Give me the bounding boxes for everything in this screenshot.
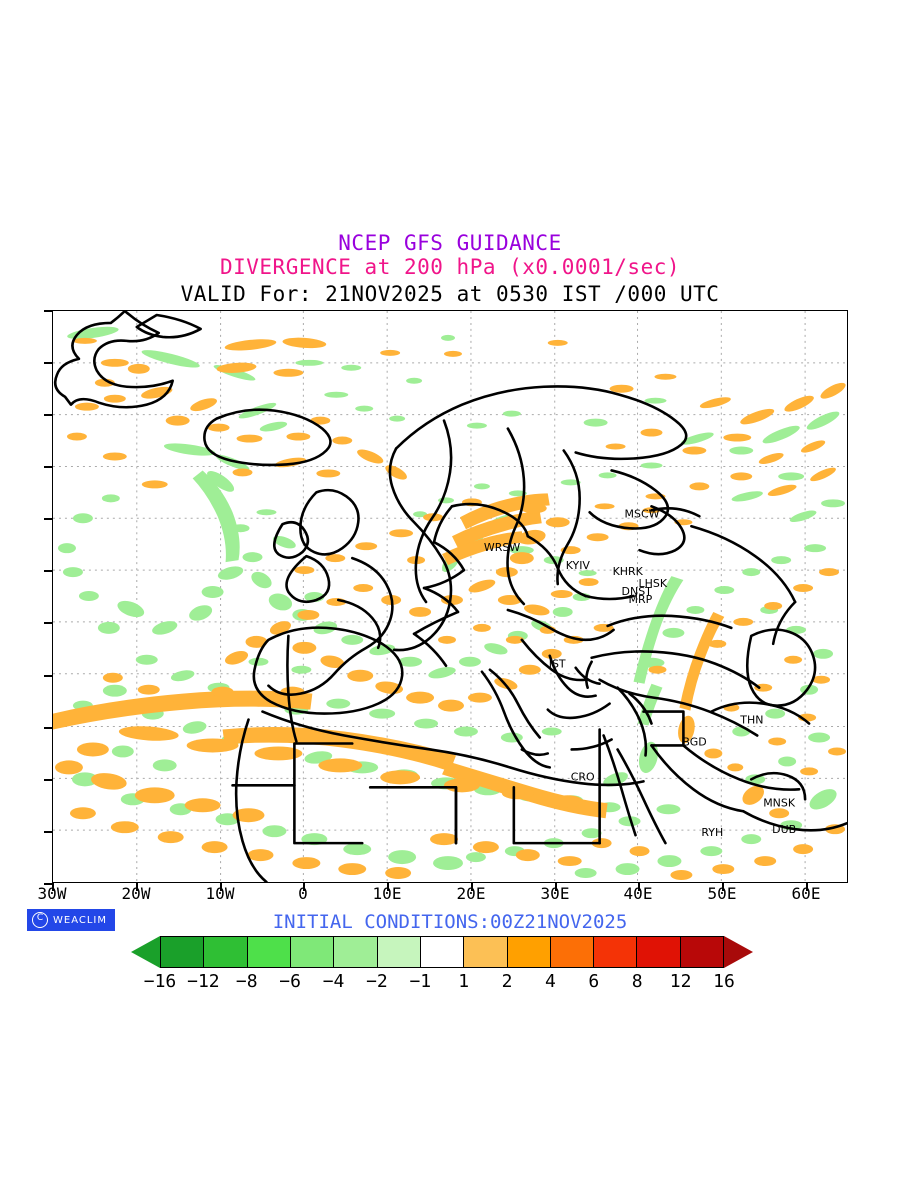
colorbar-tick-1: 1 <box>458 971 470 992</box>
initial-conditions-text: INITIAL CONDITIONS:00Z21NOV2025 <box>272 911 628 933</box>
colorbar-segment-5 <box>376 936 420 968</box>
colorbar-tick-16: 16 <box>713 971 735 992</box>
x-axis-label-10W: 10W <box>205 884 235 903</box>
x-axis-label-30W: 30W <box>37 884 67 903</box>
x-axis-label-20E: 20E <box>456 884 486 903</box>
weaclim-logo: C WEACLIM <box>27 909 116 931</box>
map-plot-area: MSCW WRSW KYIV KHRK LHSK DNST MRP IST TH… <box>52 310 848 883</box>
colorbar-tick--2: −2 <box>366 971 388 992</box>
copyright-icon: C <box>32 912 48 928</box>
city-label-RYH: RYH <box>701 826 723 839</box>
colorbar-segment-6 <box>419 936 464 968</box>
x-axis-label-30E: 30E <box>540 884 570 903</box>
colorbar-segment-9 <box>549 936 594 968</box>
colorbar-segment-7 <box>463 936 507 968</box>
colorbar-segment-3 <box>289 936 334 968</box>
colorbar-tick--12: −12 <box>187 971 220 992</box>
weaclim-logo-text: WEACLIM <box>53 914 108 926</box>
colorbar-tick--1: −1 <box>409 971 432 992</box>
colorbar-segments <box>160 936 725 968</box>
x-axis-label-40E: 40E <box>623 884 653 903</box>
colorbar-segment-2 <box>246 936 290 968</box>
city-label-DNST: DNST <box>622 585 653 598</box>
x-axis-label-10E: 10E <box>372 884 402 903</box>
city-label-KYIV: KYIV <box>566 559 591 572</box>
colorbar-segment-8 <box>506 936 550 968</box>
colorbar-segment-4 <box>333 936 377 968</box>
city-label-MRP: MRP <box>629 593 653 606</box>
city-label-MSCW: MSCW <box>625 507 660 520</box>
x-axis-label-20W: 20W <box>121 884 151 903</box>
city-label-CRO: CRO <box>571 770 595 783</box>
colorbar-tick--4: −4 <box>322 971 345 992</box>
chart-title-valid-time: VALID For: 21NOV2025 at 0530 IST /000 UT… <box>180 282 720 306</box>
coastlines <box>53 311 847 882</box>
city-label-WRSW: WRSW <box>484 541 520 554</box>
colorbar-extend-low <box>131 936 160 968</box>
x-axis-label-0: 0 <box>298 884 308 903</box>
x-axis-label-50E: 50E <box>707 884 737 903</box>
city-label-DUB: DUB <box>772 823 796 836</box>
city-labels: MSCW WRSW KYIV KHRK LHSK DNST MRP IST TH… <box>484 507 796 839</box>
colorbar-tick--8: −8 <box>235 971 258 992</box>
colorbar-tick--6: −6 <box>279 971 301 992</box>
colorbar-segment-12 <box>679 936 725 968</box>
colorbar-tick-12: 12 <box>669 971 692 992</box>
colorbar-segment-11 <box>636 936 680 968</box>
x-axis-label-60E: 60E <box>791 884 821 903</box>
chart-title-model: NCEP GFS GUIDANCE <box>338 231 562 255</box>
colorbar <box>131 936 753 968</box>
colorbar-tick-4: 4 <box>545 971 556 992</box>
colorbar-top-border <box>160 936 724 938</box>
city-label-BGD: BGD <box>682 735 706 748</box>
colorbar-extend-high <box>724 936 753 968</box>
city-label-THN: THN <box>739 714 763 727</box>
chart-title-variable: DIVERGENCE at 200 hPa (x0.0001/sec) <box>219 255 680 279</box>
divergence-positive-field <box>53 337 847 881</box>
map-canvas: MSCW WRSW KYIV KHRK LHSK DNST MRP IST TH… <box>53 311 847 882</box>
colorbar-segment-1 <box>203 936 247 968</box>
colorbar-tick-8: 8 <box>631 971 643 992</box>
colorbar-tick-6: 6 <box>588 971 600 992</box>
colorbar-bottom-border <box>160 966 724 968</box>
colorbar-tick-2: 2 <box>501 971 513 992</box>
city-label-IST: IST <box>549 658 566 671</box>
colorbar-tick-labels: −16 −12 −8 −6 −4 −2 −1 1 2 4 6 8 12 16 <box>131 971 753 995</box>
colorbar-segment-0 <box>160 936 204 968</box>
colorbar-segment-10 <box>593 936 637 968</box>
city-label-LHSK: LHSK <box>639 577 668 590</box>
city-label-KHRK: KHRK <box>613 565 644 578</box>
colorbar-tick--16: −16 <box>143 971 177 992</box>
city-label-MNSK: MNSK <box>763 796 796 809</box>
